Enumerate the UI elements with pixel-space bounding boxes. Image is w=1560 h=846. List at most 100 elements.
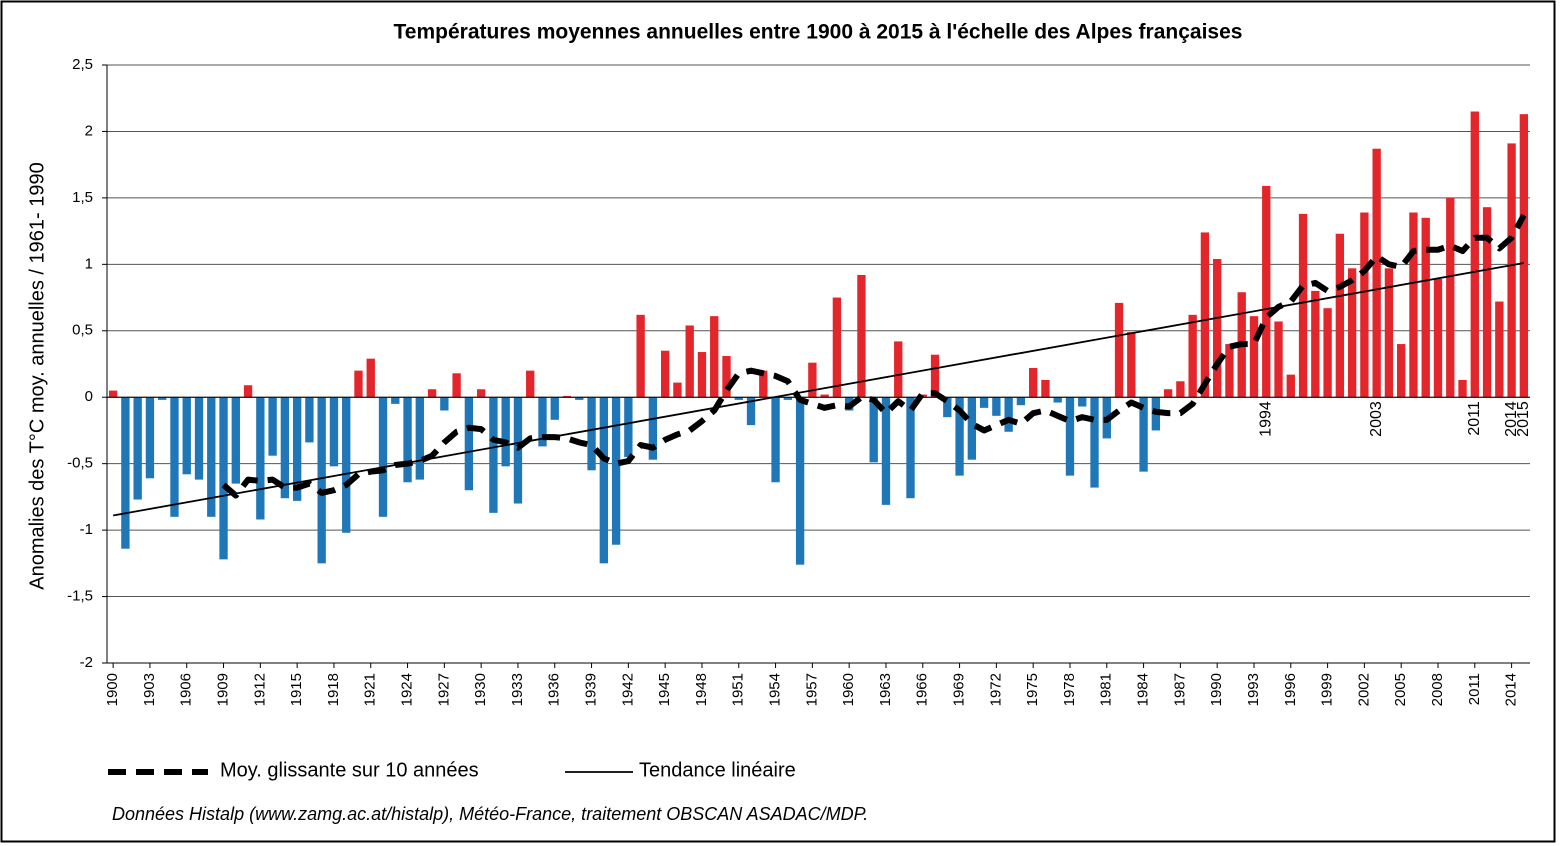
bar [955,397,964,476]
bar [550,397,559,420]
x-tick-label: 1993 [1245,673,1262,706]
bar [391,397,400,404]
bar [231,397,240,484]
bar [354,370,363,398]
bar [427,389,437,398]
bar [599,397,608,564]
bar [1065,397,1075,476]
bar [378,397,388,517]
legend-label: Tendance linéaire [639,759,796,781]
bar [1311,290,1320,398]
bar [1041,379,1050,398]
bar [1286,374,1295,398]
x-tick-label: 1969 [951,673,968,706]
bar [403,397,412,483]
bar [1114,302,1124,398]
annotation: 2015 [1515,401,1532,437]
x-tick-label: 1900 [104,673,121,706]
y-tick-label: -2 [80,654,93,671]
x-tick-label: 1909 [215,673,232,706]
bar [366,358,375,398]
x-tick-label: 1936 [546,673,563,706]
annotation: 2011 [1466,401,1483,436]
bar [734,397,743,400]
bar [1274,321,1283,398]
bar [121,397,130,549]
x-tick-label: 1939 [583,673,600,706]
bar [1446,197,1455,398]
bar [538,397,547,447]
bar [1421,217,1430,398]
x-tick-label: 1981 [1098,673,1115,706]
x-tick-label: 1972 [987,673,1004,706]
bar [182,397,191,475]
annotation: 2014 [1503,401,1520,437]
x-tick-label: 1933 [509,673,526,706]
bar [906,397,915,499]
y-tick-label: -0,5 [67,455,93,472]
bar [1298,213,1308,398]
bar [930,354,940,398]
x-tick-label: 1942 [619,673,636,706]
bar [967,397,977,460]
bar [881,397,891,505]
bar [1078,397,1087,407]
x-tick-label: 1906 [178,673,195,706]
bar [722,356,731,398]
x-tick-label: 1930 [472,673,489,706]
y-tick-label: 0,5 [72,322,93,339]
x-tick-label: 1951 [730,673,747,706]
bar [1213,259,1222,398]
bar [476,389,486,398]
bar [526,370,535,398]
annotation: 2003 [1368,401,1385,437]
bar [575,397,584,400]
bar [1163,389,1173,398]
x-tick-label: 1912 [251,673,268,706]
x-tick-label: 1948 [693,673,710,706]
x-tick-label: 1978 [1061,673,1078,706]
bar [673,382,682,398]
x-tick-label: 1984 [1135,673,1152,706]
bar [808,362,817,398]
bar [1200,232,1210,398]
bar [1458,379,1467,398]
bar [317,397,326,564]
bar [783,397,793,400]
bar [1372,148,1381,398]
bar [268,397,277,456]
x-tick-label: 2011 [1466,673,1483,705]
bar [1262,185,1271,398]
x-tick-label: 1999 [1319,673,1336,706]
bar [710,316,719,398]
bar [292,397,302,501]
moving-average-line [221,213,1527,499]
bar [562,395,572,398]
bar [759,370,768,398]
bar [820,394,829,398]
x-tick-label: 1996 [1282,673,1299,706]
bar [170,397,179,517]
x-tick-label: 1918 [325,673,342,706]
bar [1409,212,1418,398]
bar [1176,381,1185,398]
y-tick-label: 2,5 [72,56,93,73]
x-tick-label: 1990 [1208,673,1225,706]
x-tick-label: 1966 [914,673,931,706]
bar [1433,278,1443,398]
bar [1495,301,1504,398]
bar [1323,308,1332,398]
y-axis-label: Anomalies des T°C moy. annuelles / 1961-… [26,162,48,590]
bar [219,397,228,560]
bar [1360,212,1369,398]
bar [194,397,204,480]
trend-line [112,262,1525,517]
bar [943,397,952,418]
y-tick-label: -1 [80,521,93,538]
bar [1029,367,1038,398]
bar [501,397,510,467]
bar [1053,397,1062,403]
x-tick-label: 1921 [362,673,379,706]
